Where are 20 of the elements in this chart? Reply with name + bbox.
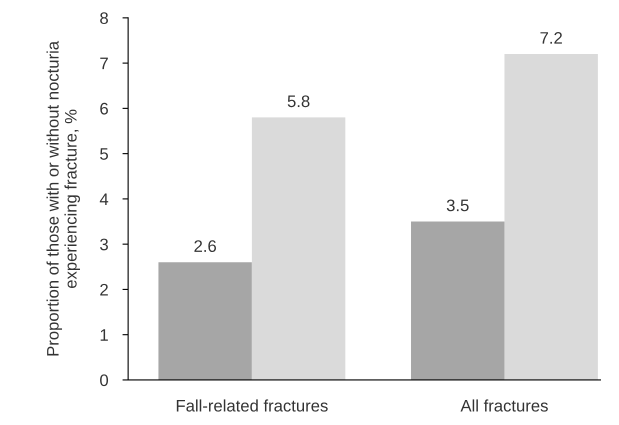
y-tick-label: 8 xyxy=(100,12,108,24)
y-tick-label: 2 xyxy=(100,284,108,296)
data-label: 5.8 xyxy=(288,95,310,108)
data-label: 7.2 xyxy=(540,32,562,44)
x-tick-label: All fractures xyxy=(460,399,548,412)
y-tick-label: 4 xyxy=(100,193,108,205)
data-label: 3.5 xyxy=(446,199,469,212)
y-tick-label: 7 xyxy=(100,58,108,70)
y-tick-label: 3 xyxy=(100,238,108,250)
y-tick-label: 1 xyxy=(100,329,108,341)
x-tick-label: Fall-related fractures xyxy=(176,399,328,412)
bar xyxy=(504,54,598,380)
y-tick-label: 0 xyxy=(100,374,108,386)
bar xyxy=(252,117,346,380)
bar xyxy=(411,222,504,380)
y-axis-title: Proportion of those with or without nocturia experiencing fracture, % xyxy=(46,40,80,356)
y-tick-label: 5 xyxy=(100,148,108,160)
data-label: 2.6 xyxy=(194,240,216,252)
y-tick-label: 6 xyxy=(100,102,108,115)
bar xyxy=(158,262,252,380)
